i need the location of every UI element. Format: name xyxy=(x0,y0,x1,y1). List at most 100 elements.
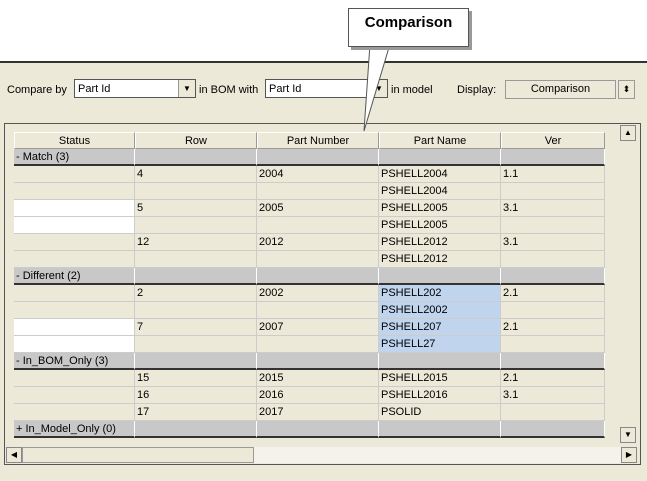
group-row[interactable]: - Different (2) xyxy=(14,268,605,285)
column-header-status[interactable]: Status xyxy=(14,132,135,149)
table-cell[interactable] xyxy=(257,421,379,438)
table-cell[interactable]: 7 xyxy=(135,319,257,336)
table-row[interactable]: 7 2007 PSHELL207 2.1 xyxy=(14,319,605,336)
compare-by-select[interactable]: Part Id ▼ xyxy=(74,79,196,98)
table-row[interactable]: PSHELL27 xyxy=(14,336,605,353)
group-toggle[interactable]: - Match (3) xyxy=(14,149,135,166)
table-cell[interactable]: 2.1 xyxy=(501,319,605,336)
scroll-right-icon[interactable]: ▶ xyxy=(621,447,637,463)
table-cell[interactable]: 2007 xyxy=(257,319,379,336)
table-row[interactable]: 17 2017 PSOLID xyxy=(14,404,605,421)
table-cell[interactable] xyxy=(14,183,135,200)
table-row[interactable]: 4 2004 PSHELL2004 1.1 xyxy=(14,166,605,183)
table-cell[interactable] xyxy=(135,421,257,438)
group-toggle[interactable]: + In_Model_Only (0) xyxy=(14,421,135,438)
table-cell[interactable] xyxy=(14,370,135,387)
table-cell[interactable] xyxy=(501,404,605,421)
table-cell[interactable]: 2016 xyxy=(257,387,379,404)
table-cell[interactable] xyxy=(257,353,379,370)
group-row[interactable]: + In_Model_Only (0) xyxy=(14,421,605,438)
table-row[interactable]: 5 2005 PSHELL2005 3.1 xyxy=(14,200,605,217)
table-cell[interactable]: 2012 xyxy=(257,234,379,251)
table-cell[interactable] xyxy=(501,421,605,438)
horizontal-scrollbar[interactable]: ◀ ▶ xyxy=(6,447,637,463)
table-cell[interactable]: 2.1 xyxy=(501,285,605,302)
table-cell[interactable] xyxy=(501,302,605,319)
table-cell[interactable]: PSHELL2005 xyxy=(379,217,501,234)
table-cell[interactable]: 2017 xyxy=(257,404,379,421)
table-cell[interactable] xyxy=(501,353,605,370)
table-row[interactable]: PSHELL2002 xyxy=(14,302,605,319)
table-cell[interactable] xyxy=(501,336,605,353)
table-cell[interactable]: 2.1 xyxy=(501,370,605,387)
table-cell[interactable] xyxy=(257,251,379,268)
table-cell[interactable]: 2004 xyxy=(257,166,379,183)
table-cell[interactable] xyxy=(501,251,605,268)
table-cell[interactable]: 2015 xyxy=(257,370,379,387)
column-header-part-name[interactable]: Part Name xyxy=(379,132,501,149)
table-cell[interactable]: PSOLID xyxy=(379,404,501,421)
table-cell[interactable] xyxy=(14,336,135,353)
table-cell[interactable]: PSHELL2005 xyxy=(379,200,501,217)
vertical-scrollbar[interactable]: ▲ ▼ xyxy=(620,125,637,443)
group-row[interactable]: - Match (3) xyxy=(14,149,605,166)
table-cell[interactable] xyxy=(257,302,379,319)
table-cell[interactable] xyxy=(14,200,135,217)
table-cell[interactable] xyxy=(14,319,135,336)
table-cell[interactable]: PSHELL2012 xyxy=(379,234,501,251)
table-cell[interactable]: 3.1 xyxy=(501,234,605,251)
table-row[interactable]: 2 2002 PSHELL202 2.1 xyxy=(14,285,605,302)
table-cell[interactable] xyxy=(135,302,257,319)
table-cell[interactable] xyxy=(14,302,135,319)
group-toggle[interactable]: - Different (2) xyxy=(14,268,135,285)
table-cell[interactable]: PSHELL207 xyxy=(379,319,501,336)
table-row[interactable]: PSHELL2005 xyxy=(14,217,605,234)
table-cell[interactable] xyxy=(257,149,379,166)
table-cell[interactable]: PSHELL2015 xyxy=(379,370,501,387)
column-header-part-number[interactable]: Part Number xyxy=(257,132,379,149)
table-cell[interactable] xyxy=(135,183,257,200)
table-cell[interactable] xyxy=(379,268,501,285)
display-select[interactable]: Comparison xyxy=(505,80,616,99)
table-cell[interactable]: PSHELL2004 xyxy=(379,166,501,183)
table-cell[interactable] xyxy=(135,268,257,285)
column-header-row[interactable]: Row xyxy=(135,132,257,149)
scroll-left-icon[interactable]: ◀ xyxy=(6,447,22,463)
table-cell[interactable] xyxy=(501,183,605,200)
table-row[interactable]: PSHELL2004 xyxy=(14,183,605,200)
table-cell[interactable] xyxy=(14,166,135,183)
table-cell[interactable]: PSHELL2002 xyxy=(379,302,501,319)
table-cell[interactable]: 15 xyxy=(135,370,257,387)
table-cell[interactable] xyxy=(379,421,501,438)
table-cell[interactable] xyxy=(14,387,135,404)
table-cell[interactable] xyxy=(257,217,379,234)
table-cell[interactable] xyxy=(14,217,135,234)
table-cell[interactable] xyxy=(257,336,379,353)
table-cell[interactable]: PSHELL2012 xyxy=(379,251,501,268)
table-cell[interactable] xyxy=(379,149,501,166)
table-cell[interactable]: 3.1 xyxy=(501,387,605,404)
table-cell[interactable]: 5 xyxy=(135,200,257,217)
table-cell[interactable] xyxy=(14,404,135,421)
table-cell[interactable] xyxy=(14,234,135,251)
table-cell[interactable]: 16 xyxy=(135,387,257,404)
table-cell[interactable]: 17 xyxy=(135,404,257,421)
table-cell[interactable] xyxy=(379,353,501,370)
table-row[interactable]: 16 2016 PSHELL2016 3.1 xyxy=(14,387,605,404)
table-cell[interactable]: PSHELL2016 xyxy=(379,387,501,404)
table-cell[interactable]: 4 xyxy=(135,166,257,183)
table-cell[interactable]: 2002 xyxy=(257,285,379,302)
table-cell[interactable] xyxy=(14,285,135,302)
table-cell[interactable]: 1.1 xyxy=(501,166,605,183)
table-cell[interactable]: 2 xyxy=(135,285,257,302)
spinner-icon[interactable]: ⬍ xyxy=(618,80,635,99)
scroll-down-icon[interactable]: ▼ xyxy=(620,427,636,443)
group-row[interactable]: - In_BOM_Only (3) xyxy=(14,353,605,370)
table-cell[interactable]: PSHELL2004 xyxy=(379,183,501,200)
scroll-up-icon[interactable]: ▲ xyxy=(620,125,636,141)
group-toggle[interactable]: - In_BOM_Only (3) xyxy=(14,353,135,370)
chevron-down-icon[interactable]: ▼ xyxy=(178,80,195,97)
table-cell[interactable] xyxy=(135,149,257,166)
table-cell[interactable] xyxy=(501,149,605,166)
table-cell[interactable]: PSHELL202 xyxy=(379,285,501,302)
